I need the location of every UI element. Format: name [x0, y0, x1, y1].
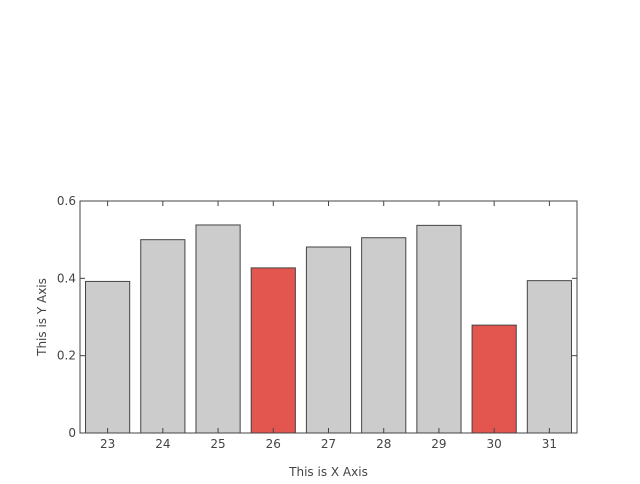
x-tick-label-26: 26: [266, 437, 281, 451]
bar-24: [140, 239, 186, 434]
bar-26: [250, 267, 296, 434]
y-tick-label-3: 0.6: [57, 194, 76, 208]
x-tick-label-31: 31: [542, 437, 557, 451]
y-axis-title: This is Y Axis: [35, 278, 49, 357]
y-tick-label-2: 0.4: [57, 271, 76, 285]
x-tick-label-23: 23: [100, 437, 115, 451]
bar-27: [305, 246, 352, 434]
bar-29: [416, 224, 462, 434]
bar-28: [361, 237, 407, 434]
x-tick-label-24: 24: [155, 437, 170, 451]
x-axis-ticks: 23 24 25 26 27 28 29 30 31: [100, 201, 557, 451]
y-tick-label-0: 0: [68, 426, 76, 440]
x-tick-label-30: 30: [487, 437, 502, 451]
x-tick-label-29: 29: [431, 437, 446, 451]
bars-layer: [85, 224, 572, 434]
bar-31: [526, 280, 572, 434]
bar-25: [195, 224, 241, 434]
y-tick-label-1: 0.2: [57, 349, 76, 363]
x-tick-label-27: 27: [321, 437, 336, 451]
bar-23: [85, 280, 131, 434]
y-axis-ticks: 0 0.2 0.4 0.6: [57, 194, 577, 440]
x-axis-title: This is X Axis: [288, 465, 368, 479]
x-tick-label-25: 25: [210, 437, 225, 451]
bar-30: [471, 324, 517, 434]
x-tick-label-28: 28: [376, 437, 391, 451]
